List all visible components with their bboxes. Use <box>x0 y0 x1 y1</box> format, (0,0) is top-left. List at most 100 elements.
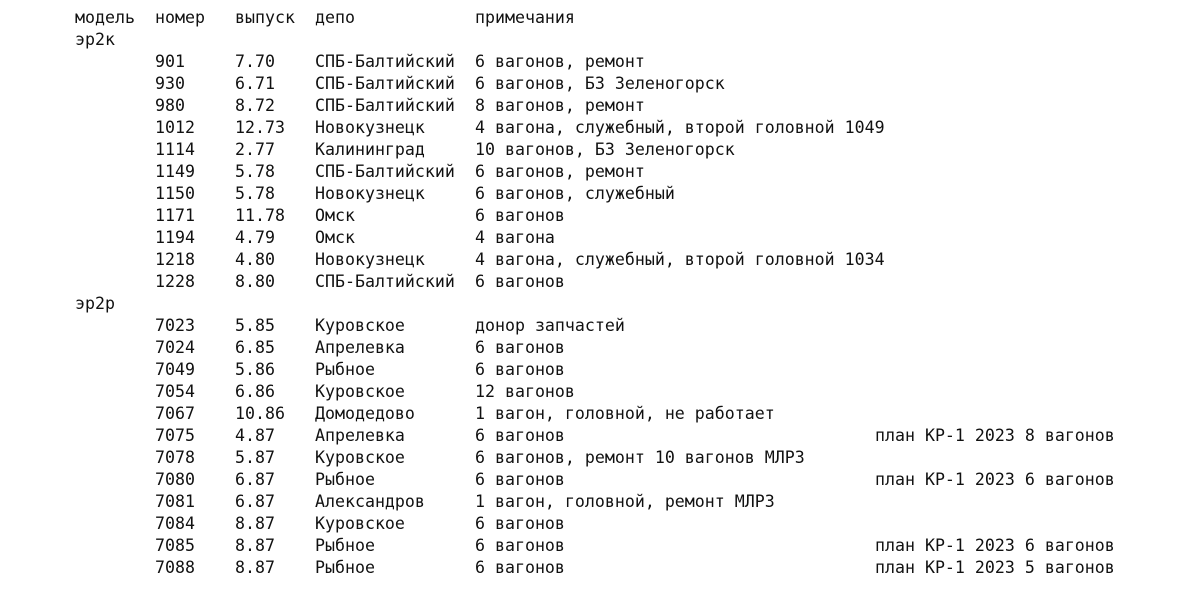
notes: 12 вагонов <box>475 382 575 401</box>
depot: Новокузнецк <box>315 184 425 203</box>
depot: Рыбное <box>315 536 375 555</box>
model-group-row: эр2к <box>0 29 1190 51</box>
model-name: эр2к <box>75 30 115 49</box>
release-date: 2.77 <box>235 140 275 159</box>
notes: 1 вагон, головной, не работает <box>475 404 775 423</box>
notes: 4 вагона, служебный, второй головной 103… <box>475 250 885 269</box>
depot: Куровское <box>315 448 405 467</box>
release-date: 4.87 <box>235 426 275 445</box>
release-date: 5.85 <box>235 316 275 335</box>
notes: 6 вагонов, ремонт <box>475 162 645 181</box>
train-number: 7023 <box>155 316 195 335</box>
train-number: 7081 <box>155 492 195 511</box>
release-date: 6.86 <box>235 382 275 401</box>
header-number: номер <box>155 8 205 27</box>
table-row: 7023 5.85 Куровское донор запчастей <box>0 315 1190 337</box>
depot: Рыбное <box>315 558 375 577</box>
train-number: 1149 <box>155 162 195 181</box>
train-number: 7024 <box>155 338 195 357</box>
notes: 4 вагона <box>475 228 555 247</box>
header-release: выпуск <box>235 8 295 27</box>
model-group-row: эр2р <box>0 293 1190 315</box>
train-number: 7080 <box>155 470 195 489</box>
depot: Куровское <box>315 316 405 335</box>
notes: 6 вагонов <box>475 470 565 489</box>
train-number: 901 <box>155 52 185 71</box>
release-date: 5.87 <box>235 448 275 467</box>
notes: 4 вагона, служебный, второй головной 104… <box>475 118 885 137</box>
depot: Омск <box>315 206 355 225</box>
table-row: 1218 4.80 Новокузнецк 4 вагона, служебный, … <box>0 249 1190 271</box>
train-number: 7067 <box>155 404 195 423</box>
depot: СПБ-Балтийский <box>315 272 455 291</box>
table-row: 1171 11.78 Омск 6 вагонов <box>0 205 1190 227</box>
release-date: 6.85 <box>235 338 275 357</box>
repair-plan: план КР-1 2023 5 вагонов <box>875 558 1115 577</box>
depot: СПБ-Балтийский <box>315 162 455 181</box>
depot: Рыбное <box>315 470 375 489</box>
notes: 6 вагонов <box>475 558 565 577</box>
release-date: 5.78 <box>235 162 275 181</box>
table-row: 7078 5.87 Куровское 6 вагонов, ремонт 10 ва… <box>0 447 1190 469</box>
table-row: 7088 8.87 Рыбное 6 вагонов план КР-1 2023 5 … <box>0 557 1190 579</box>
train-number: 1150 <box>155 184 195 203</box>
release-date: 4.79 <box>235 228 275 247</box>
notes: 6 вагонов, БЗ Зеленогорск <box>475 74 725 93</box>
notes: 6 вагонов <box>475 206 565 225</box>
depot: Домодедово <box>315 404 415 423</box>
notes: 6 вагонов <box>475 426 565 445</box>
notes: 6 вагонов <box>475 360 565 379</box>
table-row: 7054 6.86 Куровское 12 вагонов <box>0 381 1190 403</box>
release-date: 12.73 <box>235 118 285 137</box>
model-name: эр2р <box>75 294 115 313</box>
depot: Апрелевка <box>315 426 405 445</box>
depot: Куровское <box>315 514 405 533</box>
release-date: 10.86 <box>235 404 285 423</box>
header-depot: депо <box>315 8 355 27</box>
depot: Куровское <box>315 382 405 401</box>
train-number: 930 <box>155 74 185 93</box>
table-row: 1194 4.79 Омск 4 вагона <box>0 227 1190 249</box>
release-date: 8.87 <box>235 536 275 555</box>
table-row: 930 6.71 СПБ-Балтийский 6 вагонов, БЗ Зелен… <box>0 73 1190 95</box>
notes: 6 вагонов <box>475 514 565 533</box>
release-date: 8.87 <box>235 558 275 577</box>
repair-plan: план КР-1 2023 6 вагонов <box>875 536 1115 555</box>
release-date: 4.80 <box>235 250 275 269</box>
notes: 6 вагонов <box>475 536 565 555</box>
train-number: 1228 <box>155 272 195 291</box>
table-row: 7067 10.86 Домодедово 1 вагон, головной, не… <box>0 403 1190 425</box>
release-date: 6.87 <box>235 470 275 489</box>
depot: Рыбное <box>315 360 375 379</box>
train-number: 1194 <box>155 228 195 247</box>
release-date: 5.78 <box>235 184 275 203</box>
table-row: 1012 12.73 Новокузнецк 4 вагона, служебный,… <box>0 117 1190 139</box>
table-row: 980 8.72 СПБ-Балтийский 8 вагонов, ремонт <box>0 95 1190 117</box>
train-number: 1012 <box>155 118 195 137</box>
header-notes: примечания <box>475 8 575 27</box>
release-date: 8.72 <box>235 96 275 115</box>
table-row: 7085 8.87 Рыбное 6 вагонов план КР-1 2023 6 … <box>0 535 1190 557</box>
notes: 6 вагонов, ремонт 10 вагонов МЛРЗ <box>475 448 805 467</box>
notes: 6 вагонов <box>475 338 565 357</box>
release-date: 7.70 <box>235 52 275 71</box>
notes: 10 вагонов, БЗ Зеленогорск <box>475 140 735 159</box>
release-date: 6.87 <box>235 492 275 511</box>
table-row: 1228 8.80 СПБ-Балтийский 6 вагонов <box>0 271 1190 293</box>
table-row: 1149 5.78 СПБ-Балтийский 6 вагонов, ремонт <box>0 161 1190 183</box>
header-model: модель <box>75 8 135 27</box>
depot: Александров <box>315 492 425 511</box>
depot: Новокузнецк <box>315 118 425 137</box>
notes: 1 вагон, головной, ремонт МЛРЗ <box>475 492 775 511</box>
repair-plan: план КР-1 2023 6 вагонов <box>875 470 1115 489</box>
table-row: 7075 4.87 Апрелевка 6 вагонов план КР-1 2023… <box>0 425 1190 447</box>
depot: СПБ-Балтийский <box>315 74 455 93</box>
train-number: 7075 <box>155 426 195 445</box>
table-row: 1150 5.78 Новокузнецк 6 вагонов, служебный <box>0 183 1190 205</box>
release-date: 11.78 <box>235 206 285 225</box>
train-number: 1218 <box>155 250 195 269</box>
depot: СПБ-Балтийский <box>315 52 455 71</box>
repair-plan: план КР-1 2023 8 вагонов <box>875 426 1115 445</box>
train-number: 7049 <box>155 360 195 379</box>
notes: 6 вагонов <box>475 272 565 291</box>
